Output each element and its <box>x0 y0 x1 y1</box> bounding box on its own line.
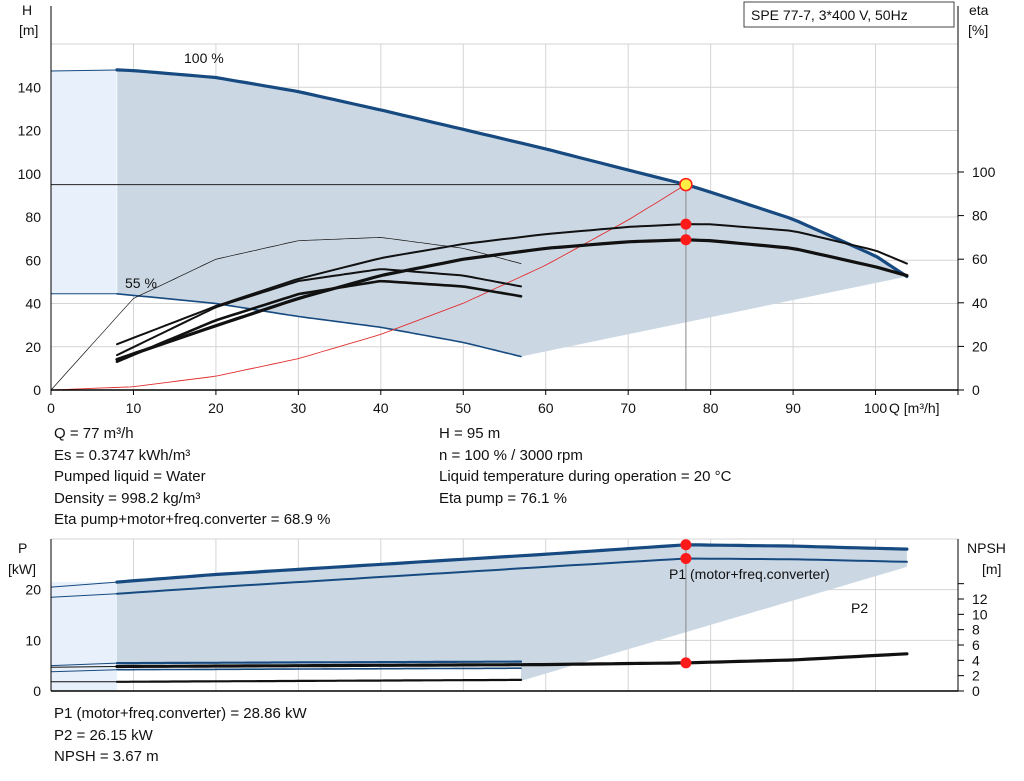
power-axis-unit: [kW] <box>8 561 36 577</box>
npsh-tick-label: 6 <box>972 637 980 653</box>
x-tick-label: 10 <box>126 400 142 416</box>
y2-tick-label: 20 <box>972 338 988 354</box>
info-eta-pump: Eta pump = 76.1 % <box>439 489 567 507</box>
p1-curve <box>115 543 909 584</box>
x-tick-label: 80 <box>703 400 719 416</box>
eta-pump-55-curve <box>116 268 522 357</box>
y2-tick-label: 80 <box>972 208 988 224</box>
title-box <box>743 1 955 28</box>
power-tick-label: 0 <box>33 683 41 699</box>
speed-label-55: 55 % <box>125 275 157 291</box>
eta-total-55-curve <box>115 279 523 364</box>
npsh-axis-unit: [m] <box>982 561 1001 577</box>
power-tick-label: 20 <box>25 582 41 598</box>
y2-axis-unit: [%] <box>968 22 988 38</box>
power-region <box>117 544 907 681</box>
info-p1: P1 (motor+freq.converter) = 28.86 kW <box>54 705 307 722</box>
npsh-55-curve <box>115 678 523 683</box>
info-speed: n = 100 % / 3000 rpm <box>439 446 583 464</box>
p2-curve-label: P2 <box>851 600 868 616</box>
y2-tick-label: 0 <box>972 382 980 398</box>
chart-title: SPE 77-7, 3*400 V, 50Hz <box>751 7 908 23</box>
low-flow-region-power <box>51 582 117 691</box>
npsh-tick-label: 10 <box>972 606 988 622</box>
x-axis-label: Q [m³/h] <box>889 400 940 416</box>
y2-tick-label: 40 <box>972 295 988 311</box>
p1-55-curve <box>115 660 523 665</box>
info-left: Q = 77 m³/h Es = 0.3747 kWh/m³ Pumped li… <box>54 423 330 531</box>
y-tick-label: 20 <box>25 339 41 355</box>
info-head: H = 95 m <box>439 425 501 442</box>
y2-axis-label: eta <box>969 2 989 18</box>
x-tick-label: 30 <box>291 400 307 416</box>
npsh-tick-label: 12 <box>972 591 988 607</box>
npsh-tick-label: 8 <box>972 622 980 638</box>
npsh-tick-label: 0 <box>972 683 980 699</box>
p2-55-extension <box>50 669 117 673</box>
info-p2: P2 = 26.15 kW <box>54 726 153 744</box>
npsh-tick-label: 4 <box>972 652 980 668</box>
y-axis-unit: [m] <box>19 22 38 38</box>
info-flow: Q = 77 m³/h <box>54 425 134 442</box>
y-tick-label: 80 <box>25 209 41 225</box>
y2-tick-label: 100 <box>972 164 996 180</box>
p1-point <box>680 539 692 551</box>
eta-pump-point <box>680 218 692 230</box>
info-density: Density = 998.2 kg/m³ <box>54 489 201 507</box>
operating-region <box>117 69 907 357</box>
x-tick-label: 70 <box>620 400 636 416</box>
info-specific-energy: Es = 0.3747 kWh/m³ <box>54 446 191 464</box>
y-tick-label: 140 <box>18 79 42 95</box>
low-flow-region <box>51 69 117 294</box>
x-tick-label: 100 <box>864 400 888 416</box>
p1-curve-label: P1 (motor+freq.converter) <box>669 566 830 582</box>
y-tick-label: 60 <box>25 252 41 268</box>
y-tick-label: 100 <box>18 166 42 182</box>
speed-label-100: 100 % <box>184 50 224 66</box>
npsh-tick-label: 2 <box>972 668 980 684</box>
h-curve-100 <box>115 68 909 279</box>
info-npsh: NPSH = 3.67 m <box>54 748 159 765</box>
y-tick-label: 120 <box>18 123 42 139</box>
eta-pump-100-curve <box>116 223 908 346</box>
y-tick-label: 40 <box>25 296 41 312</box>
p2-curve-extension <box>50 593 117 598</box>
h-curve-100-extension <box>50 69 117 72</box>
y2-tick-label: 60 <box>972 251 988 267</box>
info-eta-total: Eta pump+motor+freq.converter = 68.9 % <box>54 511 331 528</box>
y-tick-label: 0 <box>33 382 41 398</box>
x-tick-label: 40 <box>373 400 389 416</box>
p1-55-extension <box>50 662 117 667</box>
h-curve-55 <box>116 292 522 358</box>
y-axis-label: H <box>22 2 32 18</box>
info-bottom: P1 (motor+freq.converter) = 28.86 kW P2 … <box>54 703 307 768</box>
power-tick-label: 10 <box>25 632 41 648</box>
eta-total-point <box>680 234 692 246</box>
x-tick-label: 90 <box>785 400 801 416</box>
info-right: H = 95 m n = 100 % / 3000 rpm Liquid tem… <box>439 423 731 509</box>
info-pumped-liquid: Pumped liquid = Water <box>54 468 206 485</box>
eta-total-100-curve <box>115 238 909 362</box>
npsh-curve <box>115 652 909 669</box>
p1-curve-extension <box>50 581 118 588</box>
x-tick-label: 20 <box>208 400 224 416</box>
info-liquid-temp: Liquid temperature during operation = 20… <box>439 468 732 485</box>
p2-55-curve <box>116 667 522 671</box>
npsh-axis-label: NPSH <box>967 540 1006 556</box>
p2-point <box>680 553 692 565</box>
x-tick-label: 60 <box>538 400 554 416</box>
eta-curve-thin <box>50 237 522 391</box>
npsh-curve-extension <box>50 665 117 668</box>
x-tick-label: 0 <box>47 400 55 416</box>
p2-curve <box>116 557 908 595</box>
duty-point-marker <box>679 177 693 192</box>
npsh-point <box>680 657 692 669</box>
x-tick-label: 50 <box>455 400 471 416</box>
power-axis-label: P <box>18 540 27 556</box>
